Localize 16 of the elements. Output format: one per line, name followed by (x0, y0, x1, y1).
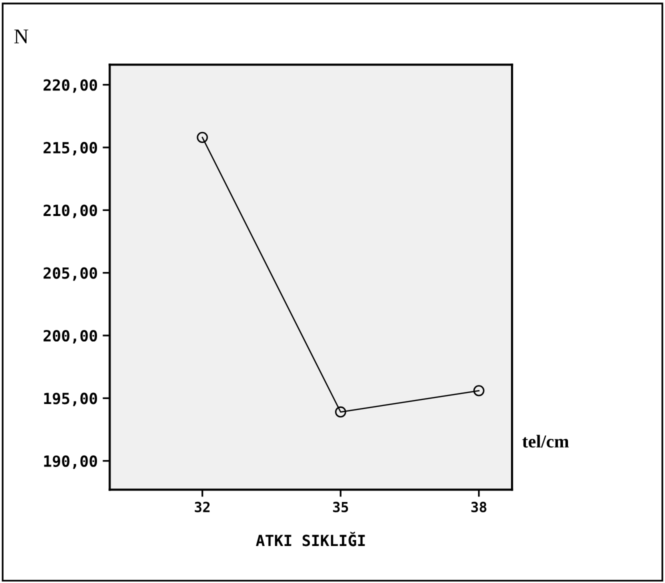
y-axis-title: N (14, 30, 28, 44)
y-tick-label: 195,00 (44, 392, 98, 406)
x-axis-title: ATKI SIKLIĞI (256, 532, 365, 546)
y-tick-label: 205,00 (44, 267, 98, 281)
x-tick-label: 32 (194, 502, 210, 512)
text: tel/cm (522, 434, 569, 448)
y-tick-label: 220,00 (44, 79, 98, 93)
point (196, 132, 208, 143)
y-tick-label: 215,00 (44, 142, 98, 156)
y-tick-label: 200,00 (44, 330, 98, 344)
point (335, 406, 346, 418)
x-tick-label: 38 (471, 502, 486, 512)
point (473, 385, 484, 396)
x-tick-label: 35 (333, 502, 348, 512)
y-tick-label: 210,00 (44, 204, 98, 218)
y-tick-label: 190,00 (44, 455, 98, 469)
